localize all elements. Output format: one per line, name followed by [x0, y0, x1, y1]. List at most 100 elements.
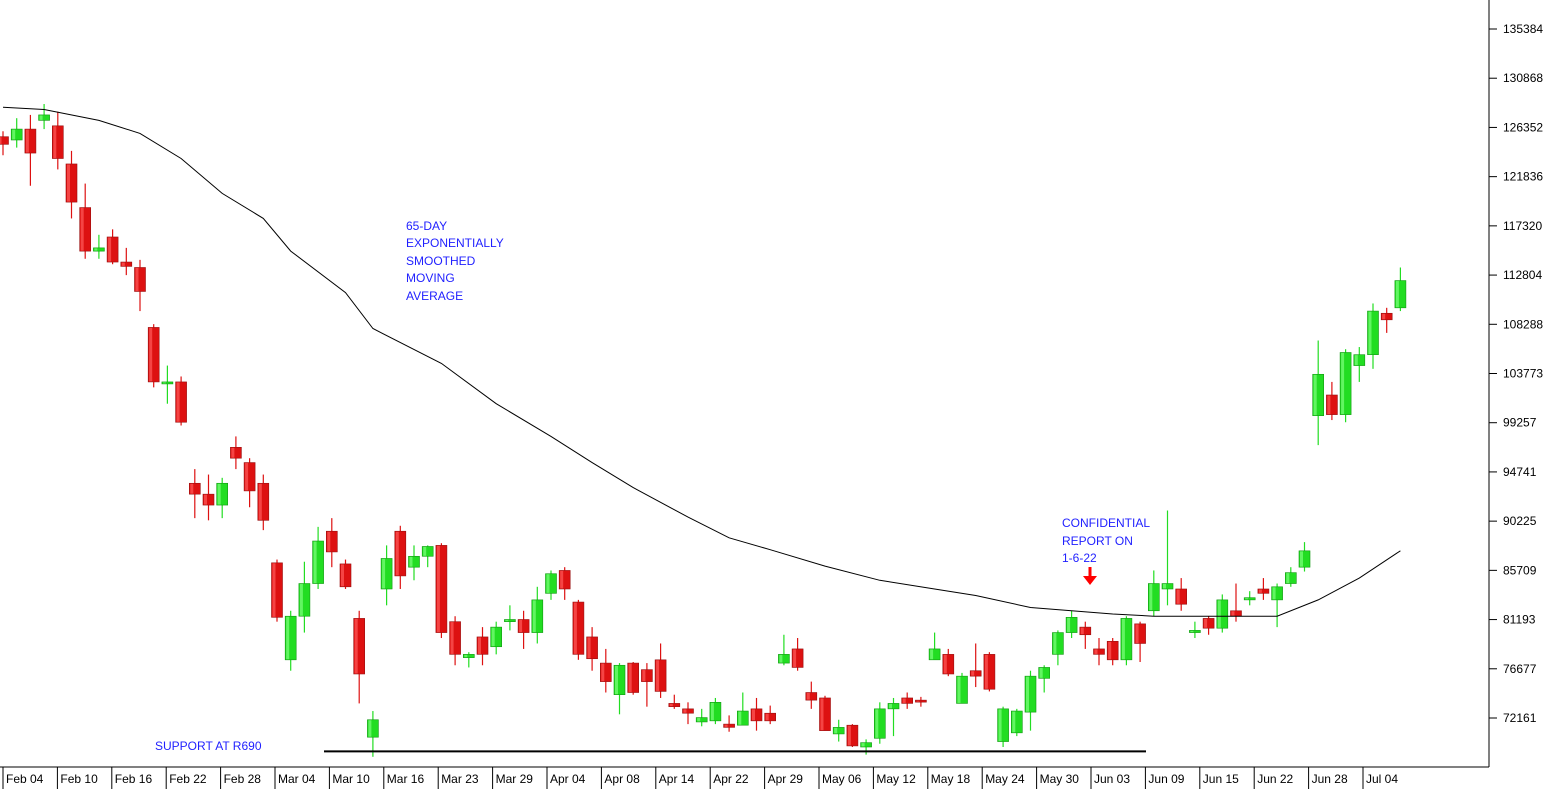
candle-highlight — [464, 654, 468, 658]
candle-highlight — [1286, 573, 1290, 584]
candle-highlight — [1053, 633, 1057, 654]
candle-body — [312, 540, 324, 584]
candle-body — [531, 599, 544, 633]
x-tick-label: Jul 04 — [1366, 772, 1398, 786]
candle-highlight — [806, 693, 810, 700]
candle-body — [997, 708, 1009, 742]
candle — [367, 711, 379, 757]
candles-group — [0, 104, 1407, 757]
candle-highlight — [1300, 551, 1303, 567]
ma-annotation-line-5: AVERAGE — [406, 289, 463, 303]
candle-highlight — [12, 129, 16, 140]
candle-body — [394, 530, 407, 577]
x-tick-label: Feb 10 — [60, 772, 98, 786]
candle-highlight — [1094, 649, 1098, 654]
candle-highlight — [1080, 627, 1084, 635]
report-annotation-line-2: REPORT ON — [1062, 534, 1133, 548]
candle — [93, 234, 105, 259]
candle-highlight — [916, 700, 920, 702]
candle-body — [887, 703, 900, 710]
x-tick-label: Apr 04 — [550, 772, 586, 786]
candle-body — [120, 261, 133, 267]
candle-body — [1134, 623, 1146, 644]
y-tick-label: 81193 — [1503, 613, 1536, 627]
candle-highlight — [135, 267, 139, 291]
x-tick-label: Apr 22 — [713, 772, 749, 786]
candle — [928, 632, 941, 661]
candle — [161, 365, 174, 404]
candle-body — [545, 573, 557, 594]
candle — [353, 610, 366, 704]
candle-highlight — [39, 115, 43, 120]
x-tick-label: Jun 22 — [1257, 772, 1293, 786]
candle-highlight — [1327, 395, 1331, 415]
candle — [476, 627, 489, 666]
candle-body — [627, 662, 640, 693]
candle — [956, 672, 968, 704]
candle — [819, 695, 831, 731]
report-arrow-icon — [1083, 567, 1097, 585]
y-tick-label: 117320 — [1503, 219, 1542, 233]
candle-body — [1189, 630, 1201, 633]
candle-body — [1148, 583, 1160, 612]
candle — [1285, 567, 1297, 587]
x-tick-label: Mar 23 — [441, 772, 479, 786]
candle — [1298, 542, 1311, 572]
candle — [1120, 616, 1133, 666]
candle-highlight — [423, 546, 427, 556]
candle — [901, 692, 914, 709]
candle — [668, 694, 681, 709]
candle — [1148, 570, 1160, 617]
candle-body — [723, 723, 735, 728]
candle — [736, 692, 749, 726]
candle — [723, 715, 735, 732]
candle-highlight — [1135, 624, 1139, 643]
candle-body — [10, 128, 23, 141]
candle-body — [230, 447, 242, 459]
candle-highlight — [505, 619, 509, 622]
candle-highlight — [519, 619, 523, 633]
candle-highlight — [94, 248, 98, 251]
candle-body — [1202, 618, 1215, 629]
candle-body — [271, 562, 283, 618]
candle — [312, 526, 324, 589]
ma-annotation-line-1: 65-DAY — [406, 219, 447, 233]
candle — [257, 474, 270, 531]
x-tick-label: Jun 03 — [1094, 772, 1130, 786]
x-tick-label: Mar 16 — [387, 772, 425, 786]
candle-highlight — [710, 702, 714, 721]
candle-highlight — [656, 660, 660, 691]
candle — [846, 724, 859, 747]
candle-highlight — [0, 137, 2, 144]
candle-highlight — [752, 709, 755, 721]
report-annotation-line-3: 1-6-22 — [1062, 551, 1097, 565]
candle-highlight — [1368, 311, 1372, 355]
candle — [1134, 621, 1146, 662]
candle — [915, 696, 927, 707]
candle — [1189, 621, 1201, 639]
candle — [504, 605, 516, 631]
candle-highlight — [313, 541, 317, 584]
candle-body — [805, 692, 818, 701]
candle — [613, 663, 626, 715]
candle-highlight — [1176, 589, 1180, 604]
candle-body — [257, 482, 270, 521]
candle — [969, 643, 982, 688]
candle-highlight — [368, 720, 372, 737]
candle — [1010, 708, 1023, 737]
candle-highlight — [1026, 676, 1029, 712]
candle — [750, 697, 763, 731]
x-tick-label: Mar 04 — [278, 772, 316, 786]
candle-highlight — [573, 602, 577, 654]
candle — [421, 545, 434, 568]
candle-highlight — [793, 649, 797, 667]
candle-body — [1175, 588, 1187, 605]
candle-body — [476, 636, 489, 655]
candle — [1394, 267, 1407, 312]
candle — [654, 643, 667, 698]
candle-body — [449, 621, 461, 655]
x-tick-label: May 12 — [876, 772, 916, 786]
candle-body — [24, 128, 37, 154]
y-tick-label: 85709 — [1503, 563, 1537, 577]
candle-highlight — [683, 709, 687, 713]
